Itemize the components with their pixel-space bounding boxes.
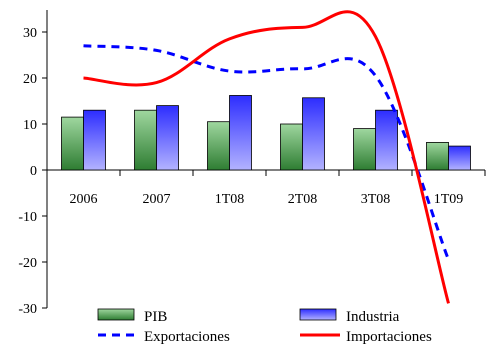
bars bbox=[61, 95, 471, 171]
legend-label-exportaciones: Exportaciones bbox=[144, 329, 230, 345]
bar-pib-3t08 bbox=[353, 128, 376, 171]
x-tick-label: 1T08 bbox=[215, 192, 245, 207]
bar-industria-3t08 bbox=[375, 109, 398, 171]
x-tick-label: 2T08 bbox=[288, 192, 318, 207]
bar-industria-2t08 bbox=[302, 97, 325, 171]
y-tick-label: 30 bbox=[23, 26, 37, 41]
bar-pib-1t08 bbox=[207, 121, 230, 171]
bar-industria-2007 bbox=[156, 105, 179, 171]
legend-label-importaciones: Importaciones bbox=[346, 329, 432, 345]
y-tick-label: 0 bbox=[30, 164, 37, 179]
x-tick-label: 2006 bbox=[70, 192, 98, 207]
legend-swatch-pib bbox=[97, 308, 135, 321]
legend-label-industria: Industria bbox=[346, 309, 400, 325]
y-axis: -30 -20 -10 0 10 20 30 bbox=[18, 10, 48, 317]
y-tick-label: -30 bbox=[18, 302, 37, 317]
bar-pib-1t09 bbox=[426, 141, 449, 171]
x-tick-label: 3T08 bbox=[361, 192, 391, 207]
bar-pib-2006 bbox=[61, 116, 84, 171]
y-tick-label: 20 bbox=[23, 72, 37, 87]
legend: PIB Industria Exportaciones Importaciones bbox=[97, 308, 432, 345]
bar-pib-2t08 bbox=[280, 123, 303, 171]
line-importaciones bbox=[83, 10, 450, 304]
line-exportaciones bbox=[83, 44, 450, 261]
y-tick-label: 10 bbox=[23, 118, 37, 133]
x-tick-label: 2007 bbox=[143, 192, 171, 207]
bar-pib-2007 bbox=[134, 109, 157, 171]
x-tick-label: 1T09 bbox=[434, 192, 464, 207]
lines bbox=[83, 10, 450, 304]
bar-industria-2006 bbox=[83, 109, 106, 171]
y-tick-label: -20 bbox=[18, 256, 37, 271]
x-axis: 2006 2007 1T08 2T08 3T08 1T09 bbox=[46, 169, 486, 207]
y-tick-label: -10 bbox=[18, 210, 37, 225]
bar-industria-1t08 bbox=[229, 95, 252, 171]
legend-swatch-industria bbox=[299, 308, 337, 321]
bar-industria-1t09 bbox=[448, 145, 471, 171]
legend-label-pib: PIB bbox=[144, 309, 167, 325]
